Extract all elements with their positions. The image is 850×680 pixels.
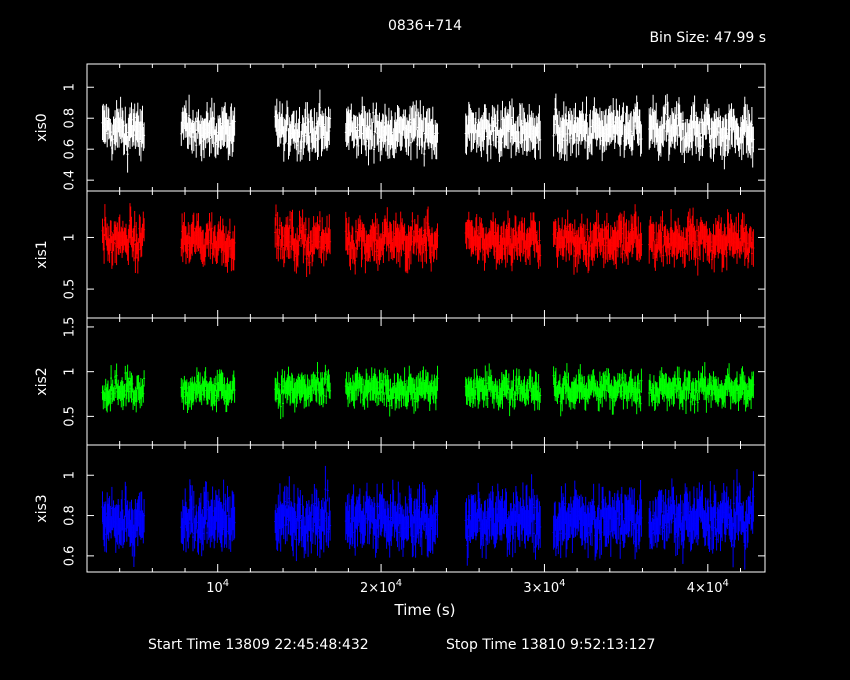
xis2-axis-label: xis2 [34, 367, 50, 395]
xis3-data [101, 465, 755, 570]
xis0-data [101, 89, 755, 173]
xis0-axis-label: xis0 [34, 113, 50, 141]
panel-xis1: 0.5 1 xis1 [34, 190, 766, 319]
y-tick-label: 0.4 [63, 170, 78, 191]
panel-xis0: 0.4 0.6 0.8 1 xis0 [34, 63, 766, 192]
chart-panels: 0.4 0.6 0.8 1 xis0 0.5 1 xis1 0.5 1 1.5 xis2 0.60.81… [34, 63, 766, 573]
chart-title: 0836+714 [387, 18, 463, 34]
xis1-data [101, 203, 755, 277]
y-tick-label: 0.8 [63, 108, 78, 129]
y-tick-label: 0.5 [63, 406, 78, 427]
y-tick-label: 1 [63, 83, 78, 91]
xis2-data [101, 362, 755, 419]
y-tick-label: 1 [63, 368, 78, 376]
panel-xis2: 0.5 1 1.5 xis2 [34, 317, 766, 446]
xis1-axis-label: xis1 [34, 240, 50, 268]
y-tick-label: 0.5 [63, 279, 78, 300]
y-tick-label: 1 [63, 233, 78, 241]
y-tick-label: 1.5 [63, 317, 78, 338]
bin-size-label: Bin Size: 47.99 s [649, 30, 766, 46]
y-tick-label: 0.6 [63, 139, 78, 160]
